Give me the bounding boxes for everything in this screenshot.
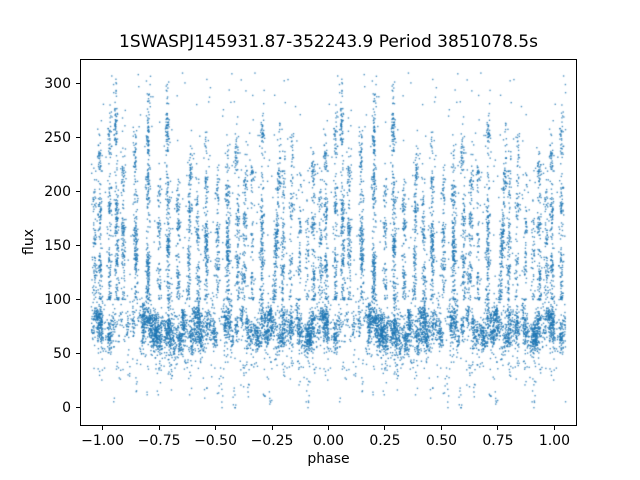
x-tick-label: 1.00 <box>538 433 570 449</box>
y-tick-label: 50 <box>53 345 71 362</box>
x-tick-label: −0.25 <box>250 433 294 449</box>
x-tick-mark <box>215 426 217 430</box>
y-tick-label: 100 <box>44 291 71 308</box>
x-tick-label: 0.50 <box>425 433 458 449</box>
y-tick-mark <box>76 353 80 355</box>
y-tick-label: 200 <box>44 183 71 200</box>
y-axis-label: flux <box>21 229 37 255</box>
y-tick-mark <box>76 83 80 85</box>
x-tick-mark <box>158 426 160 430</box>
plot-area <box>80 59 577 426</box>
x-tick-label: 0.00 <box>312 433 345 449</box>
y-tick-mark <box>76 299 80 301</box>
x-tick-label: −0.50 <box>194 433 237 449</box>
y-tick-label: 250 <box>44 129 71 146</box>
y-tick-label: 150 <box>44 237 71 254</box>
x-tick-mark <box>497 426 499 430</box>
x-tick-label: −1.00 <box>81 433 125 449</box>
scatter-points-canvas <box>80 59 577 426</box>
x-axis-label: phase <box>307 451 350 467</box>
x-tick-mark <box>271 426 273 430</box>
y-tick-mark <box>76 245 80 247</box>
x-tick-label: 0.75 <box>482 433 514 449</box>
y-tick-mark <box>76 137 80 139</box>
y-tick-label: 0 <box>62 399 71 416</box>
x-tick-mark <box>440 426 442 430</box>
x-tick-mark <box>102 426 104 430</box>
y-tick-mark <box>76 407 80 409</box>
y-tick-mark <box>76 191 80 193</box>
x-tick-mark <box>328 426 329 430</box>
x-tick-label: −0.75 <box>137 433 181 449</box>
x-tick-label: 0.25 <box>369 433 401 449</box>
x-tick-mark <box>553 426 555 430</box>
chart-title: 1SWASPJ145931.87-352243.9 Period 3851078… <box>119 32 538 52</box>
y-tick-label: 300 <box>44 75 71 92</box>
x-tick-mark <box>384 426 386 430</box>
